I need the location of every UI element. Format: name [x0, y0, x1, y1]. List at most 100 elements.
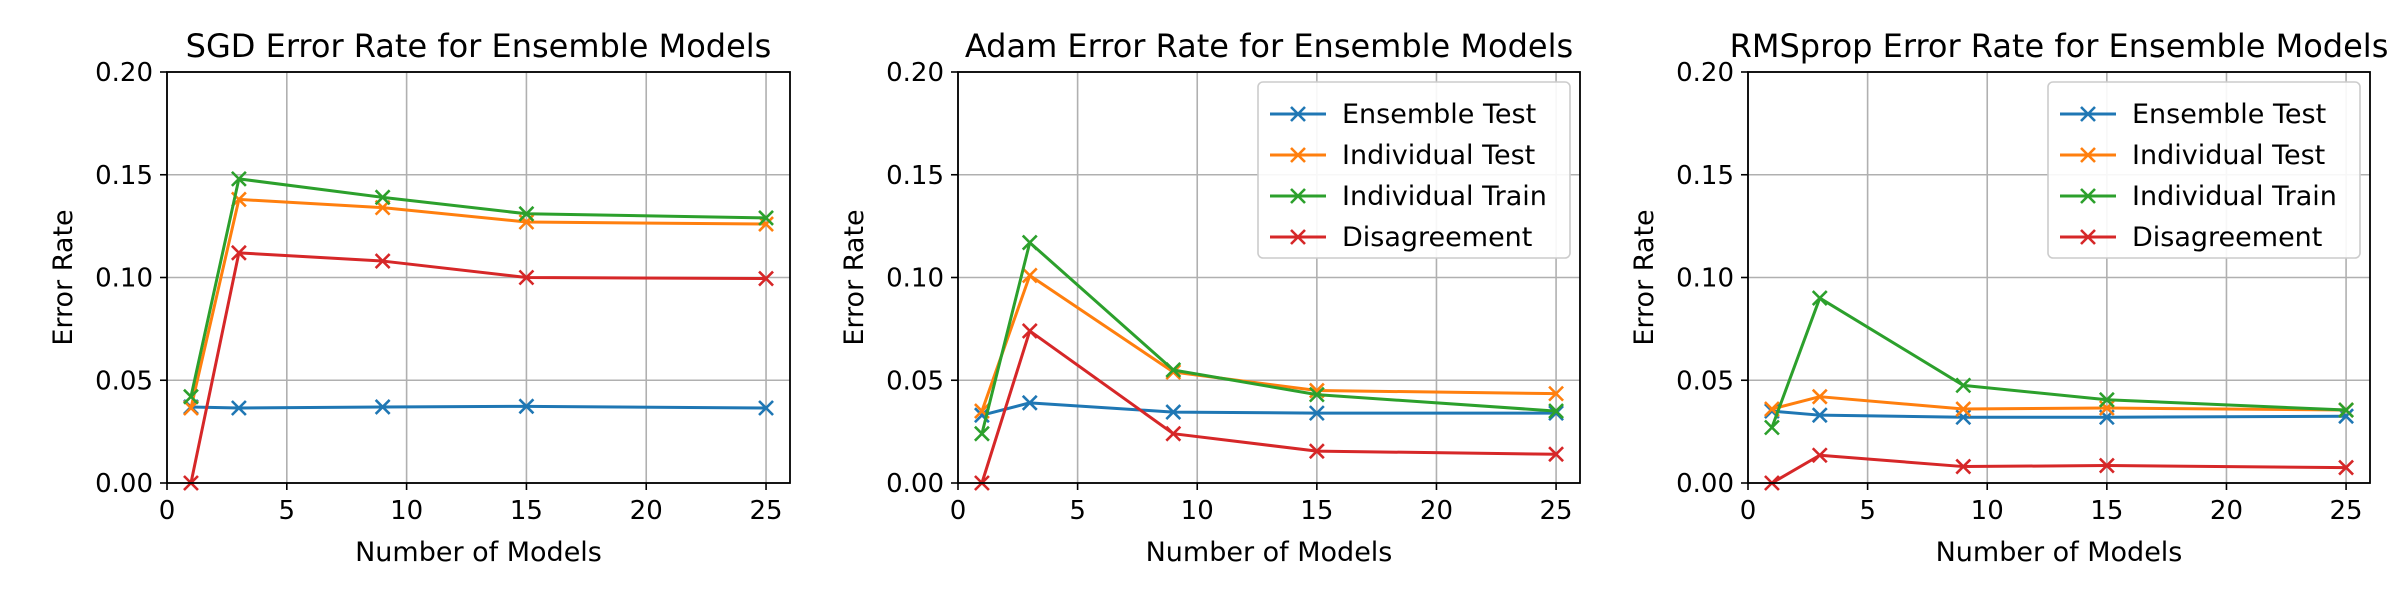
series-individual-train	[1764, 290, 2354, 436]
legend-marker	[2080, 188, 2096, 204]
legend-item: Individual Test	[2060, 140, 2325, 171]
legend-label: Ensemble Test	[1342, 99, 1536, 130]
x-tick-label: 5	[1069, 496, 1086, 526]
data-point-marker	[1021, 267, 1038, 284]
chart-title: Adam Error Rate for Ensemble Models	[965, 27, 1573, 65]
chart-panel-1: 0 5 10 15 20 25 0.00 0.05 0.10 0.15 0.20 SGD Error …	[48, 27, 791, 568]
x-tick-label: 20	[1420, 496, 1453, 526]
series-disagreement	[183, 244, 774, 491]
y-axis-label: Error Rate	[839, 209, 870, 345]
x-tick-label: 15	[510, 496, 543, 526]
data-point-marker	[1548, 446, 1564, 463]
series-line	[189, 251, 767, 484]
axes-frame	[957, 71, 1581, 484]
data-point-marker	[974, 425, 990, 442]
y-tick-label: 0.15	[1676, 161, 1734, 191]
data-point-marker	[1165, 425, 1182, 442]
y-axis-label: Error Rate	[1629, 209, 1660, 345]
data-point-marker	[374, 399, 391, 415]
y-tick-label: 0.00	[886, 469, 944, 499]
data-point-marker	[1021, 323, 1038, 339]
y-tick-label: 0.10	[1676, 264, 1734, 294]
series-individual-test	[974, 267, 1564, 419]
x-tick-label: 25	[749, 496, 782, 526]
x-tick-label: 0	[950, 496, 967, 526]
legend: Ensemble Test Individual Test Individual T…	[2047, 81, 2361, 259]
chart-title: SGD Error Rate for Ensemble Models	[186, 27, 772, 65]
legend-label: Ensemble Test	[2132, 99, 2326, 130]
legend-label: Individual Test	[1342, 140, 1535, 171]
data-point-marker	[374, 189, 391, 206]
data-point-marker	[1548, 385, 1564, 402]
y-tick-label: 0.00	[95, 469, 153, 499]
data-point-marker	[1308, 405, 1325, 422]
series-ensemble-test	[974, 394, 1564, 424]
legend-item: Individual Train	[2060, 181, 2337, 212]
series-line	[1771, 395, 2347, 412]
legend-marker	[1290, 147, 1306, 163]
legend-marker	[1290, 106, 1306, 122]
data-point-marker	[1308, 443, 1325, 460]
series-line	[190, 404, 767, 410]
legend-box	[2047, 81, 2361, 259]
x-tick-label: 5	[279, 496, 296, 526]
data-point-marker	[1955, 377, 1972, 394]
data-point-marker	[1811, 388, 1828, 405]
y-tick-label: 0.05	[886, 366, 944, 396]
y-tick-label: 0.00	[1676, 469, 1734, 499]
data-point-marker	[1165, 404, 1182, 421]
data-point-marker	[1165, 362, 1182, 378]
x-tick-label: 10	[1181, 496, 1214, 526]
x-axis-label: Number of Models	[1936, 537, 2183, 568]
data-point-marker	[1955, 458, 1972, 475]
legend-label: Disagreement	[1342, 222, 1532, 253]
legend-marker	[1290, 229, 1306, 245]
data-point-marker	[1548, 403, 1564, 419]
legend: Ensemble Test Individual Test Individual T…	[1257, 81, 1571, 259]
x-tick-label: 0	[1740, 496, 1757, 526]
data-point-marker	[1811, 290, 1828, 306]
series-individual-test	[183, 191, 774, 416]
data-point-marker	[1811, 447, 1828, 464]
data-point-marker	[758, 209, 774, 226]
series-individual-train	[974, 234, 1564, 442]
series-ensemble-test	[183, 398, 774, 416]
y-tick-label: 0.15	[95, 161, 153, 191]
data-point-marker	[1955, 401, 1972, 417]
data-point-marker	[2338, 408, 2354, 425]
data-point-marker	[2098, 457, 2115, 474]
legend-marker	[2080, 106, 2096, 122]
y-tick-label: 0.20	[95, 58, 153, 88]
y-tick-label: 0.10	[886, 264, 944, 294]
legend-marker	[1290, 188, 1306, 204]
data-point-marker	[758, 270, 774, 287]
data-point-marker	[2098, 391, 2115, 408]
axes-frame	[166, 71, 791, 484]
series-line	[1771, 453, 2347, 485]
series-disagreement	[974, 323, 1564, 491]
series-line	[1771, 409, 2347, 419]
legend-item: Disagreement	[2060, 222, 2322, 253]
series-line	[189, 177, 767, 398]
data-point-marker	[2338, 459, 2354, 476]
data-point-marker	[2338, 402, 2354, 418]
data-point-marker	[1764, 419, 1780, 436]
data-point-marker	[230, 170, 247, 187]
legend-box	[1257, 81, 1571, 259]
chart-title: RMSprop Error Rate for Ensemble Models	[1730, 27, 2389, 65]
legend-item: Disagreement	[1270, 222, 1532, 253]
data-point-marker	[1308, 386, 1325, 403]
legend-label: Individual Test	[2132, 140, 2325, 171]
y-tick-label: 0.15	[886, 161, 944, 191]
legend-label: Individual Train	[2132, 181, 2337, 212]
legend-item: Ensemble Test	[2060, 99, 2326, 130]
series-disagreement	[1764, 447, 2354, 491]
series-line	[980, 329, 1557, 484]
x-tick-label: 15	[1300, 496, 1333, 526]
x-axis-label: Number of Models	[355, 537, 602, 568]
y-tick-label: 0.05	[1676, 366, 1734, 396]
data-point-marker	[374, 253, 391, 269]
legend-item: Ensemble Test	[1270, 99, 1536, 130]
